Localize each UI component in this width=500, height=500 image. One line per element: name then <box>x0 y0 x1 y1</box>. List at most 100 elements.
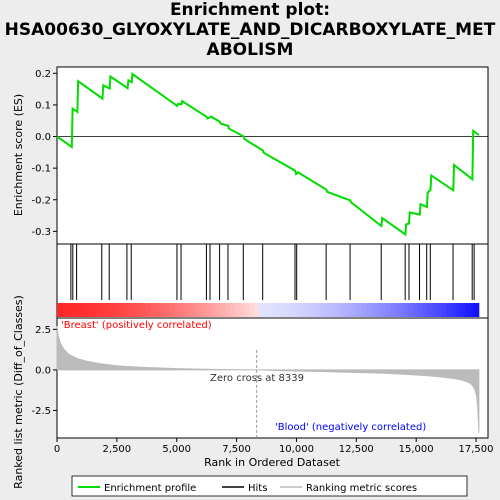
chart-title: Enrichment plot: HSA00630_GLYOXYLATE_AND… <box>0 0 500 60</box>
colorbar-segment <box>113 303 119 317</box>
es-y-axis: -0.3 -0.2 -0.1 0.0 0.1 0.2 <box>31 69 57 238</box>
es-y-tick-label: 0.2 <box>35 69 51 80</box>
colorbar-segment <box>436 303 442 317</box>
colorbar-segment <box>103 303 109 317</box>
colorbar-segment <box>394 303 400 317</box>
colorbar-segment <box>71 303 77 317</box>
x-tick-label: 2,500 <box>103 444 132 455</box>
colorbar-segment <box>357 303 363 317</box>
colorbar-segment <box>202 303 208 317</box>
positive-class-label: 'Breast' (positively correlated) <box>61 320 212 331</box>
colorbar-segment <box>399 303 405 317</box>
x-tick-label: 7,500 <box>222 444 251 455</box>
colorbar-segment <box>464 303 470 317</box>
colorbar-segment <box>174 303 180 317</box>
x-tick-label: 15,000 <box>399 444 434 455</box>
colorbar-segment <box>408 303 414 317</box>
metric-y-tick-label: -2.5 <box>31 406 51 417</box>
colorbar-segment <box>455 303 461 317</box>
colorbar-segment <box>333 303 339 317</box>
colorbar-segment <box>446 303 452 317</box>
colorbar-segment <box>164 303 170 317</box>
colorbar-segment <box>314 303 320 317</box>
colorbar-segment <box>413 303 419 317</box>
title-line-1: Enrichment plot: <box>169 0 331 20</box>
title-line-3: ABOLISM <box>206 40 294 60</box>
x-axis-label: Rank in Ordered Dataset <box>204 456 341 469</box>
colorbar-segment <box>352 303 358 317</box>
colorbar-segment <box>403 303 409 317</box>
colorbar-segment <box>385 303 391 317</box>
colorbar-segment <box>244 303 250 317</box>
colorbar-segment <box>371 303 377 317</box>
colorbar-segment <box>169 303 175 317</box>
ranking-metric-area <box>56 326 480 434</box>
colorbar-segment <box>427 303 433 317</box>
colorbar-segment <box>366 303 372 317</box>
colorbar-segment <box>66 303 72 317</box>
es-y-tick-label: 0.1 <box>35 100 51 111</box>
x-tick-label: 12,500 <box>339 444 374 455</box>
es-y-label: Enrichment score (ES) <box>12 94 25 216</box>
legend-box <box>71 475 468 497</box>
colorbar-segment <box>253 303 259 317</box>
x-tick-label: 0 <box>54 444 60 455</box>
metric-y-tick-label: 2.5 <box>35 325 51 336</box>
colorbar-segment <box>230 303 236 317</box>
colorbar-segment <box>450 303 456 317</box>
colorbar-segment <box>305 303 311 317</box>
colorbar-segment <box>155 303 161 317</box>
colorbar-segment <box>239 303 245 317</box>
colorbar-segment <box>183 303 189 317</box>
colorbar-segment <box>338 303 344 317</box>
colorbar-segment <box>342 303 349 317</box>
colorbar-segment <box>108 303 114 317</box>
colorbar-segment <box>57 303 63 317</box>
colorbar-segment <box>80 303 86 317</box>
colorbar-segment <box>197 303 203 317</box>
metric-panel <box>56 317 489 439</box>
colorbar-segment <box>146 303 152 317</box>
colorbar-segment <box>277 303 283 317</box>
colorbar-segment <box>310 303 316 317</box>
colorbar-segment <box>319 303 325 317</box>
colorbar-segment <box>380 303 386 317</box>
colorbar-segment <box>282 303 288 317</box>
colorbar-segment <box>141 303 147 317</box>
colorbar-segment <box>291 303 297 317</box>
colorbar-segment <box>99 303 105 317</box>
colorbar-segment <box>460 303 466 317</box>
colorbar-segment <box>221 303 227 317</box>
es-panel <box>56 66 489 245</box>
colorbar-segment <box>417 303 424 317</box>
colorbar-segment <box>469 303 475 317</box>
x-tick-label: 10,000 <box>279 444 314 455</box>
colorbar-segment <box>296 303 302 317</box>
metric-y-tick-label: 0.0 <box>35 365 51 376</box>
colorbar-segment <box>150 303 156 317</box>
enrichment-profile-line <box>56 72 480 237</box>
es-y-tick-label: -0.1 <box>31 164 51 175</box>
colorbar-segment <box>474 303 480 317</box>
es-y-tick-label: -0.2 <box>31 195 51 206</box>
colorbar-segment <box>235 303 241 317</box>
colorbar-segment <box>122 303 128 317</box>
colorbar-segment <box>347 303 353 317</box>
colorbar-segment <box>258 303 264 317</box>
colorbar-segment <box>441 303 447 317</box>
colorbar-segment <box>286 303 292 317</box>
colorbar-segment <box>375 303 381 317</box>
colorbar-segment <box>267 303 274 317</box>
colorbar-segment <box>178 303 184 317</box>
metric-y-axis: -2.5 0.0 2.5 <box>31 325 57 417</box>
colorbar-segment <box>361 303 367 317</box>
colorbar-segment <box>432 303 438 317</box>
zero-cross-label: Zero cross at 8339 <box>210 373 304 384</box>
colorbar-segment <box>188 303 194 317</box>
colorbar-segment <box>249 303 255 317</box>
colorbar-segment <box>136 303 142 317</box>
colorbar-segment <box>89 303 95 317</box>
colorbar-segment <box>216 303 222 317</box>
colorbar-segment <box>272 303 278 317</box>
